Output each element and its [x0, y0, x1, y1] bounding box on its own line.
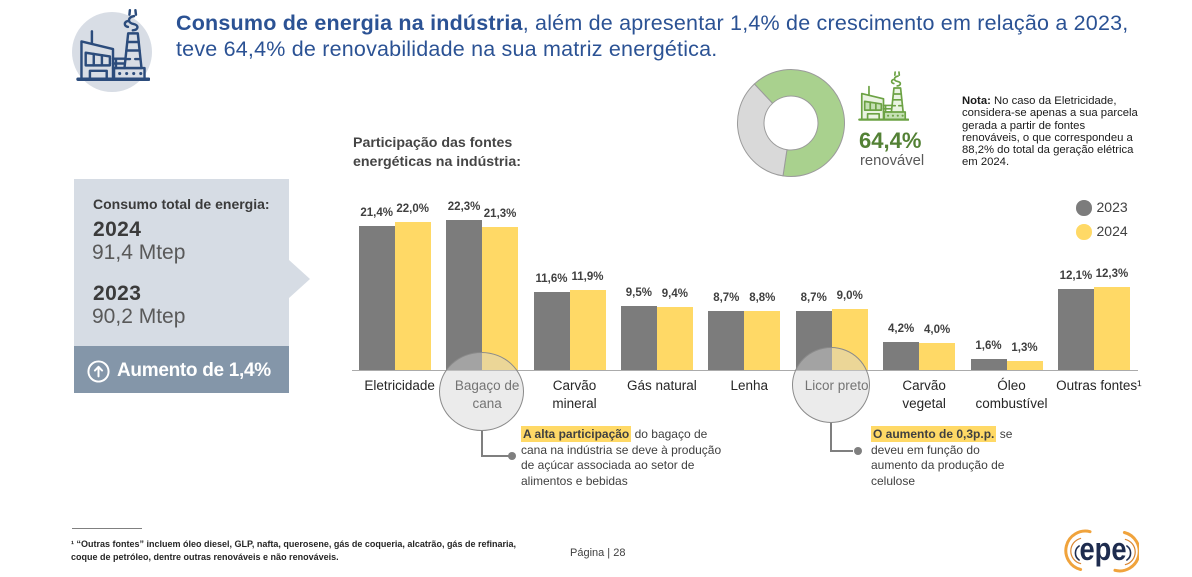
svg-text:epe: epe	[1080, 531, 1127, 567]
